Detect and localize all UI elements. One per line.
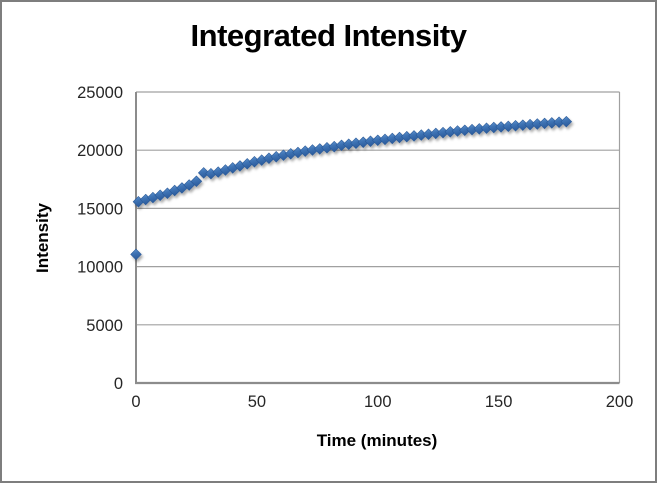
- data-series: [130, 115, 573, 261]
- y-tick-label: 15000: [77, 200, 123, 218]
- y-tick-label: 0: [114, 375, 123, 393]
- data-point-marker: [197, 167, 210, 179]
- y-tick-label: 25000: [77, 84, 123, 102]
- x-tick-label: 50: [248, 393, 266, 411]
- y-tick-label: 20000: [77, 142, 123, 160]
- y-tick-label: 10000: [77, 259, 123, 277]
- x-tick-label: 150: [485, 393, 513, 411]
- data-point-marker: [560, 115, 573, 128]
- data-point-marker: [130, 248, 142, 261]
- x-tick-label: 100: [364, 393, 392, 411]
- x-axis-title: Time (minutes): [316, 431, 438, 450]
- y-tick-label: 5000: [86, 317, 123, 335]
- x-tick-label: 0: [131, 393, 140, 411]
- data-point-marker: [190, 175, 203, 188]
- x-tick-label: 200: [606, 393, 634, 411]
- chart-title: Integrated Intensity: [190, 18, 467, 53]
